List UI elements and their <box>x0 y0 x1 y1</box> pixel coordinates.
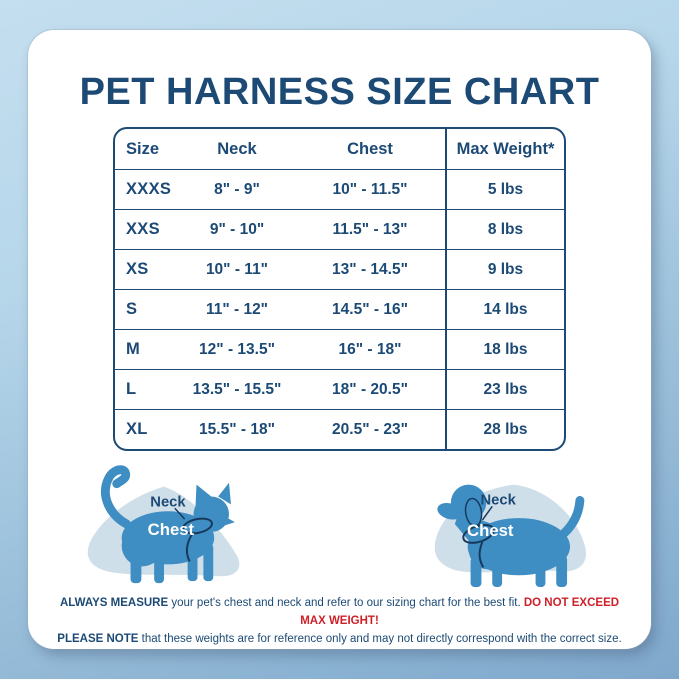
cell-max-weight: 18 lbs <box>445 329 564 369</box>
cell-neck: 10" - 11" <box>179 249 295 289</box>
disclaimer-line-2: PLEASE NOTE that these weights are for r… <box>52 631 627 649</box>
cell-size: XXS <box>115 209 179 249</box>
cell-neck: 15.5" - 18" <box>179 409 295 449</box>
table-row: L 13.5" - 15.5" 18" - 20.5" 23 lbs <box>115 369 564 409</box>
cell-max-weight: 8 lbs <box>445 209 564 249</box>
table-row: XXXS 8" - 9" 10" - 11.5" 5 lbs <box>115 169 564 209</box>
cell-max-weight: 9 lbs <box>445 249 564 289</box>
col-header-size: Size <box>126 139 160 158</box>
cell-neck: 8" - 9" <box>179 169 295 209</box>
cell-chest: 10" - 11.5" <box>295 169 445 209</box>
cell-size: M <box>115 329 179 369</box>
cat-measurement-diagram: Neck Chest <box>87 465 240 584</box>
col-header-chest: Chest <box>347 139 393 158</box>
cat-silhouette <box>100 465 235 584</box>
cat-chest-label: Chest <box>148 520 195 539</box>
cell-neck: 11" - 12" <box>179 289 295 329</box>
cell-size: XS <box>115 249 179 289</box>
dog-neck-label: Neck <box>481 492 517 508</box>
footer-disclaimer: ALWAYS MEASURE your pet's chest and neck… <box>52 595 627 648</box>
table-row: XS 10" - 11" 13" - 14.5" 9 lbs <box>115 249 564 289</box>
cell-neck: 12" - 13.5" <box>179 329 295 369</box>
table-header-row: Size Neck Chest Max Weight* <box>115 129 564 169</box>
disclaimer-line-1: ALWAYS MEASURE your pet's chest and neck… <box>52 595 627 631</box>
cell-max-weight: 23 lbs <box>445 369 564 409</box>
measurement-diagrams: Neck Chest <box>28 451 651 591</box>
dog-chest-label: Chest <box>467 521 514 540</box>
cell-chest: 20.5" - 23" <box>295 409 445 449</box>
disclaimer-text-1: your pet's chest and neck and refer to o… <box>168 597 524 609</box>
cell-max-weight: 28 lbs <box>445 409 564 449</box>
table-row: XL 15.5" - 18" 20.5" - 23" 28 lbs <box>115 409 564 449</box>
page-title: PET HARNESS SIZE CHART <box>79 71 600 113</box>
please-note-text: PLEASE NOTE <box>57 632 139 645</box>
cat-neck-label: Neck <box>150 494 186 510</box>
cell-max-weight: 14 lbs <box>445 289 564 329</box>
always-measure-text: ALWAYS MEASURE <box>59 597 169 609</box>
cell-chest: 18" - 20.5" <box>295 369 445 409</box>
size-chart-card: PET HARNESS SIZE CHART Size Neck Chest M… <box>28 30 651 649</box>
cell-chest: 13" - 14.5" <box>295 249 445 289</box>
table-row: M 12" - 13.5" 16" - 18" 18 lbs <box>115 329 564 369</box>
cell-chest: 11.5" - 13" <box>295 209 445 249</box>
cell-neck: 13.5" - 15.5" <box>179 369 295 409</box>
cell-chest: 14.5" - 16" <box>295 289 445 329</box>
cell-size: S <box>115 289 179 329</box>
col-header-max-weight: Max Weight* <box>445 129 564 169</box>
table-row: XXS 9" - 10" 11.5" - 13" 8 lbs <box>115 209 564 249</box>
cell-size: XL <box>115 409 179 449</box>
dog-harness-lines <box>462 505 495 568</box>
cell-max-weight: 5 lbs <box>445 169 564 209</box>
dog-measurement-diagram: Neck Chest <box>434 484 586 588</box>
disclaimer-text-2: that these weights are for reference onl… <box>138 632 622 645</box>
col-header-neck: Neck <box>217 139 257 158</box>
cell-chest: 16" - 18" <box>295 329 445 369</box>
cell-neck: 9" - 10" <box>179 209 295 249</box>
size-table: Size Neck Chest Max Weight* XXXS 8" - 9"… <box>113 127 566 451</box>
cell-size: L <box>115 369 179 409</box>
table-row: S 11" - 12" 14.5" - 16" 14 lbs <box>115 289 564 329</box>
max-weight-warning: DO NOT EXCEED MAX WEIGHT! <box>300 597 620 627</box>
cat-harness-lines <box>174 507 213 562</box>
cell-size: XXXS <box>115 169 179 209</box>
